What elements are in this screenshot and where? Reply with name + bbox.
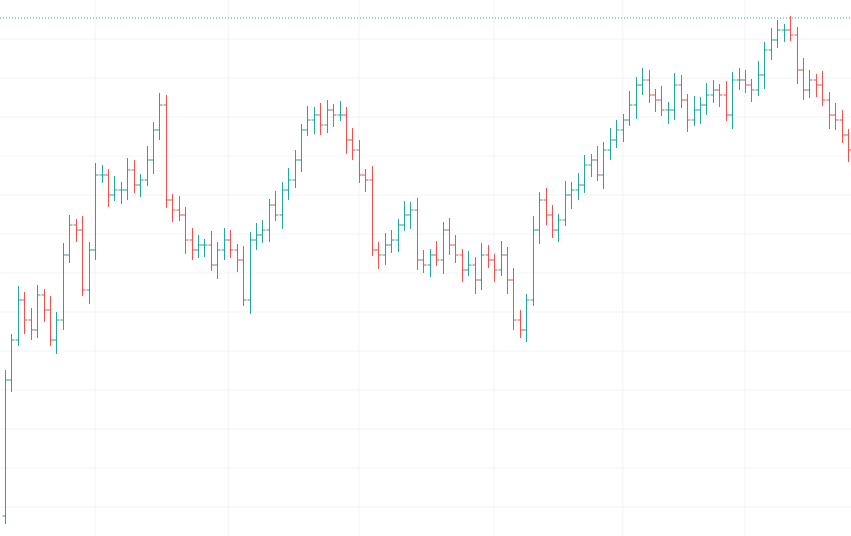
page: {"chart_data": { "type": "ohlc", "up_col… <box>0 0 851 536</box>
chart <box>0 0 851 536</box>
